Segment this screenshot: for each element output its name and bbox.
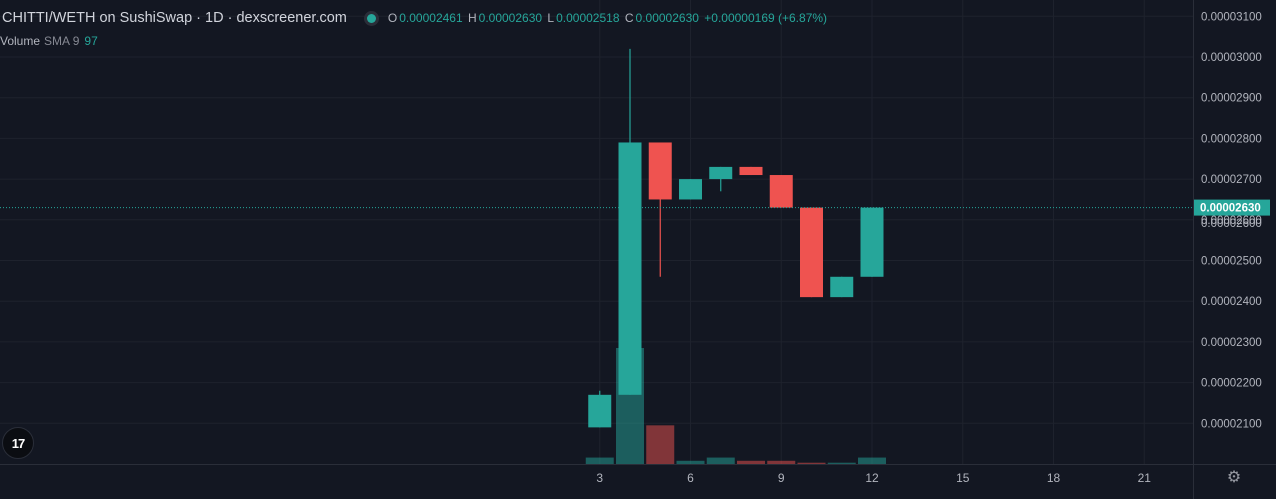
close-label: C [624,11,634,25]
time-tick-label: 3 [596,471,603,485]
ohlc-values: O 0.00002461 H 0.00002630 L 0.00002518 C 0.0… [388,11,829,25]
last-price-label: 0.00002630 [1200,203,1261,215]
price-axis[interactable]: 0.00003100 0.00003000 0.00002900 0.00002800… [1201,11,1262,430]
candle-body [709,166,733,180]
high-label: H [467,11,477,25]
volume-bar [797,462,826,464]
candle-body [800,207,823,298]
time-tick-label: 15 [956,471,970,485]
volume-bar [737,460,765,464]
price-tick-label: 0.00002100 [1201,418,1262,430]
volume-bar [585,457,614,464]
price-tick-label: 0.00002700 [1201,174,1262,186]
gear-icon[interactable]: ⚙ [1226,469,1242,486]
price-tick-label: 0.00002900 [1201,93,1262,105]
price-tick-label: 0.00002600 [1201,215,1262,227]
open-label: O [387,11,398,25]
candle-body [830,276,854,298]
volume-sma-value: 97 [84,34,98,48]
chart-title: CHITTI/WETH on SushiSwap · 1D · dexscree… [2,10,347,26]
price-tick-label: 0.00003100 [1201,11,1262,23]
volume-legend[interactable]: Volume SMA 9 97 [0,34,98,48]
time-axis[interactable]: 3 6 9 12 15 18 21 [596,471,1151,485]
last-price-badge [1194,199,1270,216]
chart-header: CHITTI/WETH on SushiSwap · 1D · dexscree… [2,9,829,27]
candle-body [588,394,612,428]
volume-bar [646,425,675,464]
price-tick-label: 0.00002500 [1201,256,1262,268]
volume-sma-label: SMA 9 [44,34,80,48]
time-tick-label: 9 [778,471,785,485]
price-tick-label: 0.00002200 [1201,378,1262,390]
open-value: 0.00002461 [399,11,463,25]
time-tick-label: 21 [1138,471,1152,485]
price-tick-label: 0.00002400 [1201,296,1262,308]
volume-bar [676,460,705,464]
volume-bar [858,457,886,464]
change-value: +0.00000169 (+6.87%) [704,11,828,25]
candle-body [648,142,672,200]
close-value: 0.00002630 [635,11,699,25]
candle-body [679,179,702,200]
price-tick-label: 0.00002600 [1201,218,1262,230]
volume-bar [706,457,735,464]
volume-bar [767,460,796,464]
price-tick-label: 0.00003000 [1201,52,1262,64]
time-tick-label: 6 [687,471,694,485]
low-label: L [547,11,555,25]
candle-body [860,207,884,277]
status-dot-icon [366,13,376,23]
high-value: 0.00002630 [478,11,543,25]
volume-bar [827,462,856,464]
time-tick-label: 12 [865,471,879,485]
candle-body [769,175,793,208]
price-tick-label: 0.00002800 [1201,133,1262,145]
candlesticks [588,48,884,428]
candle-body [739,166,763,176]
last-price-line: 0.00002630 [0,199,1270,216]
low-value: 0.00002518 [556,11,620,25]
time-tick-label: 18 [1047,471,1061,485]
price-tick-label: 0.00002300 [1201,337,1262,349]
volume-label: Volume [0,34,41,48]
candle-body [618,142,642,395]
tradingview-logo-icon[interactable]: 17 [2,427,34,459]
